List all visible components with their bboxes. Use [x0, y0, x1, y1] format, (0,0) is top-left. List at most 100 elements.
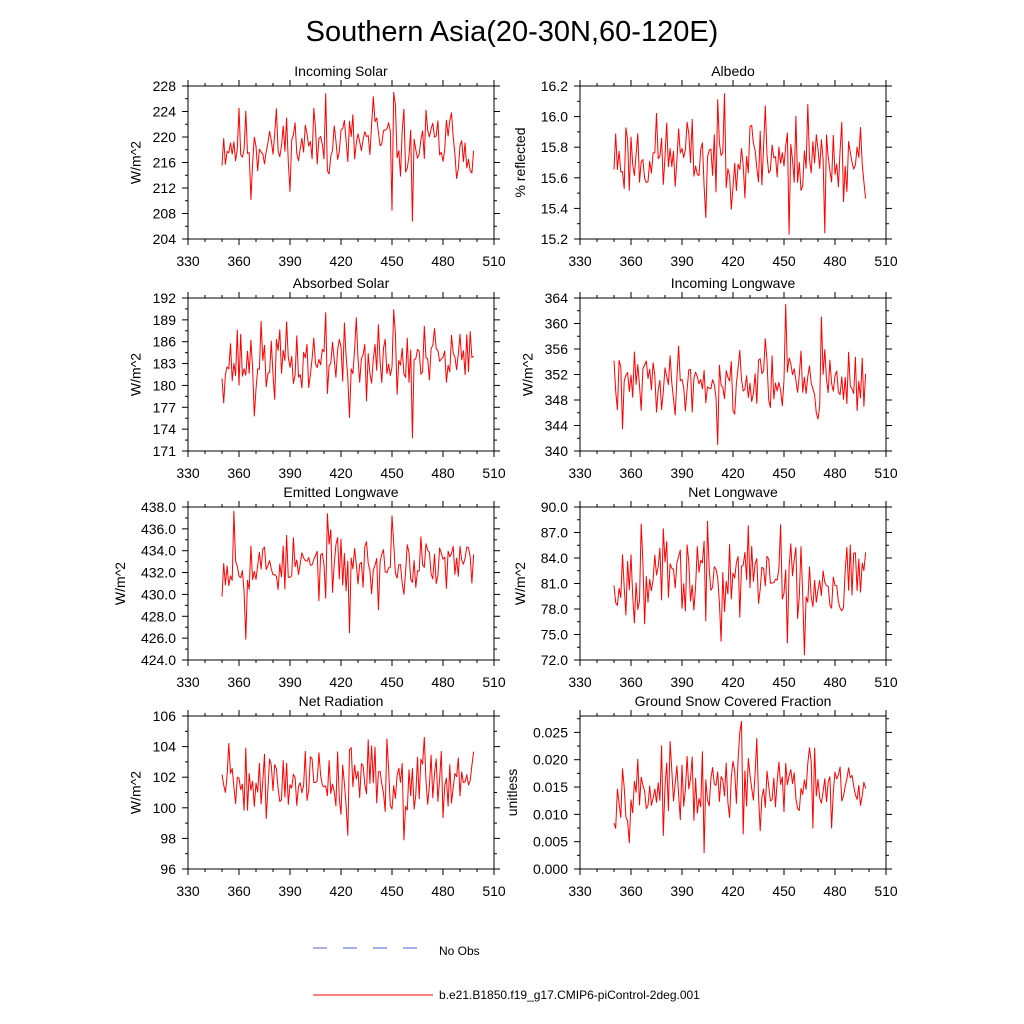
y-tick-label: 340 [545, 443, 569, 459]
x-tick-label: 360 [227, 465, 251, 481]
legend: No Obs b.e21.B1850.f19_g17.CMIP6-piContr… [313, 944, 700, 1002]
x-tick-label: 330 [176, 465, 200, 481]
y-tick-label: 15.8 [541, 139, 568, 155]
y-tick-label: 220 [153, 129, 177, 145]
y-tick-label: 0.025 [533, 724, 568, 740]
x-tick-label: 390 [670, 253, 694, 269]
panel-net-longwave: Net Longwave 72.0 75.0 78.0 81.0 84.0 87.0 90.0… [512, 484, 898, 690]
y-tick-label: 204 [153, 231, 177, 247]
y-tick-label: 436.0 [141, 521, 176, 537]
y-tick-label: 72.0 [541, 652, 568, 668]
y-tick-label: 16.2 [541, 78, 568, 94]
y-tick-label: 360 [545, 316, 569, 332]
x-tick-label: 450 [380, 883, 404, 899]
plot-frame [579, 715, 887, 870]
y-tick-label: 183 [153, 356, 177, 372]
x-tick-label: 450 [380, 465, 404, 481]
panel-title: Net Radiation [299, 693, 384, 709]
y-tick-label: 102 [153, 769, 177, 785]
x-tick-label: 510 [482, 674, 506, 690]
y-tick-label: 78.0 [541, 601, 568, 617]
y-tick-label: 16.0 [541, 109, 568, 125]
y-axis-label: % reflected [512, 127, 528, 197]
x-tick-label: 510 [482, 253, 506, 269]
x-tick-label: 330 [176, 883, 200, 899]
model-series-line [221, 510, 475, 640]
x-tick-label: 450 [772, 674, 796, 690]
y-tick-label: 180 [153, 377, 177, 393]
tick-marks [182, 80, 500, 245]
x-tick-label: 480 [823, 465, 847, 481]
y-tick-label: 106 [153, 708, 177, 724]
x-tick-label: 360 [619, 674, 643, 690]
panel-title: Incoming Longwave [671, 275, 796, 291]
y-tick-label: 75.0 [541, 627, 568, 643]
y-tick-label: 96 [160, 861, 176, 877]
y-tick-label: 228 [153, 78, 177, 94]
panel-title: Absorbed Solar [293, 275, 390, 291]
y-tick-label: 84.0 [541, 550, 568, 566]
y-axis-label: W/m^2 [128, 353, 144, 396]
x-tick-label: 390 [278, 883, 302, 899]
y-tick-label: 208 [153, 206, 177, 222]
x-tick-label: 330 [568, 465, 592, 481]
panels-container: Incoming Solar 204 208 212 216 220 224 228 W/m^2… [112, 63, 898, 899]
y-tick-label: 0.000 [533, 861, 568, 877]
x-tick-label: 480 [823, 674, 847, 690]
y-tick-label: 15.6 [541, 170, 568, 186]
y-tick-label: 352 [545, 367, 569, 383]
y-axis-label: W/m^2 [128, 141, 144, 184]
model-series-line [221, 309, 474, 439]
tick-marks [574, 292, 892, 457]
plot-frame [579, 506, 887, 661]
panel-title: Ground Snow Covered Fraction [635, 693, 832, 709]
x-tick-label: 390 [670, 883, 694, 899]
y-tick-label: 100 [153, 800, 177, 816]
x-tick-label: 510 [482, 465, 506, 481]
x-tick-label: 420 [721, 253, 745, 269]
panel-albedo: Albedo 15.2 15.4 15.6 15.8 16.0 16.2 % reflecte… [512, 63, 898, 269]
x-tick-label: 510 [874, 883, 898, 899]
x-tick-label: 450 [772, 883, 796, 899]
plot-frame [579, 297, 887, 452]
x-tick-label: 420 [329, 253, 353, 269]
plot-frame [187, 297, 495, 452]
tick-marks [574, 80, 892, 245]
y-tick-label: 174 [153, 421, 177, 437]
x-tick-label: 360 [619, 465, 643, 481]
y-tick-label: 171 [153, 443, 177, 459]
x-tick-label: 390 [670, 674, 694, 690]
panel-net-radiation: Net Radiation 96 98 100 102 104 106 W/m^2 330 360… [128, 693, 506, 899]
plot-frame [187, 715, 495, 870]
y-tick-label: 344 [545, 418, 569, 434]
x-tick-label: 330 [568, 253, 592, 269]
y-tick-label: 438.0 [141, 499, 176, 515]
y-tick-label: 356 [545, 341, 569, 357]
panel-title: Albedo [711, 63, 755, 79]
plot-frame [187, 506, 495, 661]
x-tick-label: 330 [568, 674, 592, 690]
y-tick-label: 90.0 [541, 499, 568, 515]
x-tick-label: 390 [670, 465, 694, 481]
y-axis-label: W/m^2 [520, 353, 536, 396]
model-series-line [221, 91, 475, 222]
y-tick-label: 432.0 [141, 565, 176, 581]
model-series-line [613, 520, 867, 656]
panel-title: Incoming Solar [294, 63, 388, 79]
x-tick-label: 360 [619, 253, 643, 269]
x-tick-label: 480 [431, 253, 455, 269]
x-tick-label: 480 [823, 253, 847, 269]
tick-marks [182, 501, 500, 666]
y-tick-label: 212 [153, 180, 177, 196]
x-tick-label: 390 [278, 253, 302, 269]
x-tick-label: 450 [380, 674, 404, 690]
x-tick-label: 330 [568, 883, 592, 899]
x-tick-label: 450 [772, 465, 796, 481]
y-tick-label: 0.010 [533, 806, 568, 822]
x-tick-label: 360 [619, 883, 643, 899]
y-tick-label: 348 [545, 392, 569, 408]
y-tick-label: 216 [153, 155, 177, 171]
x-tick-label: 420 [721, 465, 745, 481]
model-series-line [613, 303, 867, 446]
model-series-line [221, 736, 475, 841]
